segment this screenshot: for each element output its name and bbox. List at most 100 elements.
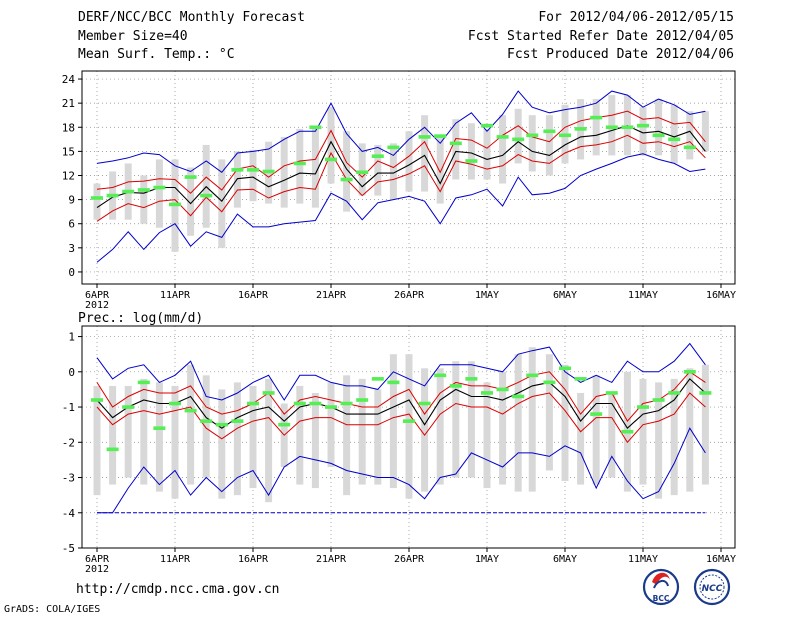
spread-box xyxy=(374,144,382,196)
spread-box xyxy=(343,131,351,212)
observed-marker xyxy=(340,401,353,406)
y-tick-label: 1 xyxy=(68,331,75,344)
spread-box xyxy=(218,159,226,248)
observed-marker xyxy=(262,169,275,174)
x-tick-label: 21APR xyxy=(316,554,347,565)
spread-box xyxy=(311,127,319,208)
x-tick-label: 11MAY xyxy=(628,290,658,301)
spread-box xyxy=(499,371,507,485)
observed-marker xyxy=(496,135,509,139)
observed-marker xyxy=(637,123,649,128)
spread-box xyxy=(405,131,413,192)
observed-marker xyxy=(496,387,509,392)
spread-box xyxy=(249,149,257,202)
x-tick-label: 16APR xyxy=(238,290,269,301)
spread-box xyxy=(280,136,288,208)
y-tick-label: 3 xyxy=(68,242,75,255)
spread-box xyxy=(155,382,163,492)
spread-box xyxy=(499,115,507,184)
spread-box xyxy=(514,354,522,492)
observed-marker xyxy=(309,125,322,130)
temperature-panel: 0 3 6 9 12 15 18 21 24 6APR 11APR 16APR 21APR 26APR 1M… xyxy=(62,70,736,311)
spread-box xyxy=(670,378,678,496)
series-line-mean xyxy=(96,125,706,209)
series-line-upper xyxy=(96,371,706,422)
observed-marker xyxy=(621,429,634,434)
observed-marker xyxy=(652,398,665,402)
series-line-lower xyxy=(96,392,706,444)
spread-box xyxy=(140,175,148,224)
spread-box xyxy=(155,159,163,228)
observed-marker xyxy=(137,380,150,385)
spread-box xyxy=(608,392,616,478)
observed-marker xyxy=(418,135,431,139)
spread-box xyxy=(545,115,553,176)
observed-marker xyxy=(247,168,259,172)
spread-box xyxy=(686,111,694,160)
spread-box xyxy=(140,378,148,485)
y-tick-label: -1 xyxy=(62,401,75,414)
spread-box xyxy=(109,385,117,485)
spread-box xyxy=(670,104,678,164)
spread-box xyxy=(93,385,101,496)
observed-marker xyxy=(683,145,696,150)
observed-marker xyxy=(637,405,649,409)
precip-panel-label: Prec.: log(mm/d) xyxy=(78,311,204,326)
spread-box xyxy=(452,361,460,478)
observed-marker xyxy=(325,157,337,162)
spread-box xyxy=(577,392,585,485)
spread-box xyxy=(249,385,257,489)
observed-marker xyxy=(325,405,337,409)
observed-marker xyxy=(309,401,322,406)
spread-box xyxy=(639,107,647,156)
observed-marker xyxy=(153,426,166,430)
series-line-upper xyxy=(96,110,706,194)
y-tick-label: 15 xyxy=(62,145,75,158)
observed-marker xyxy=(434,373,447,378)
observed-marker xyxy=(122,405,135,409)
observed-marker xyxy=(418,401,431,406)
series-line-min xyxy=(96,153,706,263)
observed-marker xyxy=(137,188,150,192)
y-tick-label: 6 xyxy=(68,218,75,231)
spread-box xyxy=(296,385,304,485)
observed-marker xyxy=(122,189,135,194)
spread-box xyxy=(171,385,179,499)
ncc-logo-text: NCC xyxy=(702,584,723,594)
spread-box xyxy=(296,128,304,204)
observed-marker xyxy=(403,419,415,423)
member-size: Member Size=40 xyxy=(78,29,188,44)
observed-marker xyxy=(106,193,119,198)
spread-box xyxy=(218,389,226,499)
observed-marker xyxy=(668,391,681,395)
y-tick-label: 21 xyxy=(62,97,75,110)
observed-marker xyxy=(231,168,244,172)
observed-marker xyxy=(512,137,525,142)
observed-marker xyxy=(371,377,384,381)
spread-box xyxy=(421,115,429,192)
x-tick-label: 1MAY xyxy=(475,554,499,565)
observed-marker xyxy=(278,422,291,427)
spread-box xyxy=(421,368,429,492)
observed-marker xyxy=(559,366,571,371)
spread-box xyxy=(701,111,709,152)
y-tick-label: -4 xyxy=(62,507,76,520)
series-line-max xyxy=(96,90,706,173)
observed-marker xyxy=(449,384,462,388)
spread-box xyxy=(436,368,444,485)
spread-box xyxy=(187,167,195,236)
spread-box xyxy=(187,364,195,485)
x-tick-label: 1MAY xyxy=(475,290,499,301)
observed-marker xyxy=(262,391,275,395)
observed-marker xyxy=(153,185,166,190)
spread-box xyxy=(374,389,382,485)
fcst-started-date: Fcst Started Refer Date 2012/04/05 xyxy=(467,29,734,44)
observed-marker xyxy=(526,133,539,138)
figure-title: DERF/NCC/BCC Monthly Forecast xyxy=(78,10,305,25)
spread-box xyxy=(436,135,444,204)
spread-box xyxy=(655,99,663,156)
spread-box xyxy=(389,354,397,489)
fcst-produced-date: Fcst Produced Date 2012/04/06 xyxy=(507,47,734,62)
observed-marker xyxy=(184,175,197,179)
